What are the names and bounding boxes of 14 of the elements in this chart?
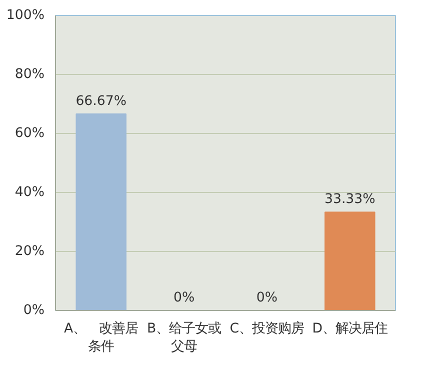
x-tick-label: D、解决居住: [312, 322, 388, 336]
y-tick-label: 80%: [14, 67, 44, 82]
data-label: 33.33%: [324, 192, 376, 208]
data-label: 0%: [256, 290, 278, 306]
y-tick-label: 100%: [6, 8, 45, 23]
y-tick-label: 60%: [14, 126, 44, 141]
y-tick-label: 40%: [14, 185, 44, 200]
y-tick-label: 0%: [23, 303, 45, 318]
data-label: 0%: [173, 290, 195, 306]
x-tick-label: B、给子女或父母: [146, 322, 222, 354]
data-label: 66.67%: [76, 94, 127, 109]
y-tick-label: 20%: [14, 244, 44, 259]
x-tick-label: C、投资购房: [230, 320, 304, 336]
x-tick-label: A、 改善居条件: [64, 320, 138, 354]
